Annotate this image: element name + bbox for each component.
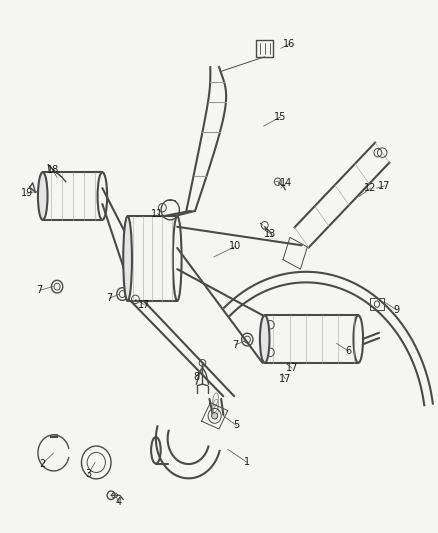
Text: 17: 17 bbox=[138, 300, 150, 310]
Text: 3: 3 bbox=[85, 469, 92, 479]
Text: 15: 15 bbox=[274, 112, 286, 122]
Text: 14: 14 bbox=[280, 178, 293, 188]
Ellipse shape bbox=[260, 315, 269, 363]
Text: 19: 19 bbox=[21, 188, 33, 198]
Text: 17: 17 bbox=[378, 181, 391, 191]
Text: 18: 18 bbox=[46, 165, 59, 175]
Text: 5: 5 bbox=[233, 421, 240, 430]
Text: 1: 1 bbox=[244, 457, 251, 467]
Ellipse shape bbox=[123, 216, 132, 301]
Text: 7: 7 bbox=[106, 293, 113, 303]
Text: 2: 2 bbox=[39, 458, 46, 469]
Ellipse shape bbox=[38, 172, 47, 220]
Text: 7: 7 bbox=[36, 285, 43, 295]
Text: 13: 13 bbox=[264, 229, 276, 239]
Ellipse shape bbox=[212, 413, 218, 419]
Text: 8: 8 bbox=[193, 372, 199, 382]
Text: 12: 12 bbox=[364, 183, 377, 193]
Text: 11: 11 bbox=[151, 208, 163, 219]
Text: 16: 16 bbox=[283, 39, 296, 49]
Text: 10: 10 bbox=[230, 241, 242, 252]
Text: 7: 7 bbox=[233, 340, 239, 350]
Text: 6: 6 bbox=[346, 346, 352, 356]
Text: 9: 9 bbox=[393, 305, 399, 315]
Text: 4: 4 bbox=[116, 497, 122, 507]
Text: 17: 17 bbox=[279, 374, 291, 384]
Text: 17: 17 bbox=[286, 363, 298, 373]
